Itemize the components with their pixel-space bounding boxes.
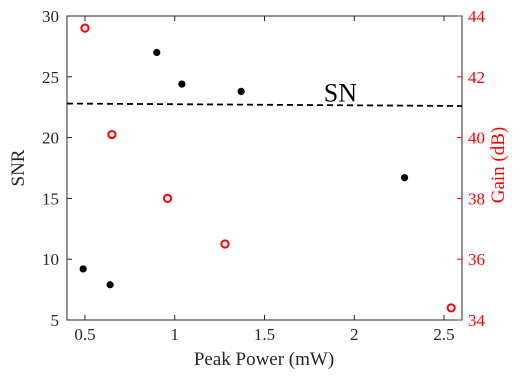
left-y-axis-label: SNR	[8, 149, 29, 186]
x-tick-label: 0.5	[74, 325, 95, 344]
snr-point	[79, 265, 87, 273]
gain-point	[220, 239, 230, 249]
x-tick-label: 2.5	[433, 325, 454, 344]
right-y-axis-label: Gain (dB)	[488, 127, 509, 204]
snr-point	[153, 48, 161, 57]
left-y-tick-label: 20	[42, 129, 59, 148]
tick-marks	[67, 15, 462, 321]
gain-point	[446, 303, 456, 313]
right-y-tick-label: 44	[468, 7, 486, 26]
right-y-tick-label: 42	[468, 68, 485, 87]
x-axis-label: Peak Power (mW)	[194, 349, 334, 370]
snr-point	[400, 174, 409, 182]
right-y-tick-label: 34	[468, 311, 486, 330]
left-y-tick-label: 30	[42, 7, 59, 26]
x-tick-label: 2	[350, 325, 359, 344]
gain-point	[107, 129, 117, 140]
plot-area	[66, 15, 463, 321]
left-y-tick-label: 10	[42, 250, 59, 269]
left-y-tick-label: 15	[42, 189, 59, 208]
left-y-tick-label: 5	[51, 311, 60, 330]
left-y-tick-label: 25	[42, 68, 59, 87]
data-points	[79, 23, 456, 313]
gain-point	[80, 23, 90, 33]
right-y-tick-labels: 34 36 38 40 42 44	[468, 7, 486, 330]
right-y-tick-label: 38	[468, 189, 485, 208]
sn-reference-label: SN	[324, 79, 357, 108]
gain-point	[162, 193, 173, 203]
right-y-tick-label: 36	[468, 250, 485, 269]
x-tick-label: 1	[170, 325, 179, 344]
right-y-tick-label: 40	[468, 129, 485, 148]
left-y-tick-labels: 5 10 15 20 25 30	[42, 7, 59, 330]
x-tick-labels: 0.5 1 1.5 2 2.5	[74, 325, 454, 344]
x-tick-label: 1.5	[254, 325, 275, 344]
sn-reference-line	[66, 102, 463, 107]
snr-point	[237, 87, 245, 95]
snr-point	[178, 80, 186, 88]
snr-point	[106, 281, 114, 289]
